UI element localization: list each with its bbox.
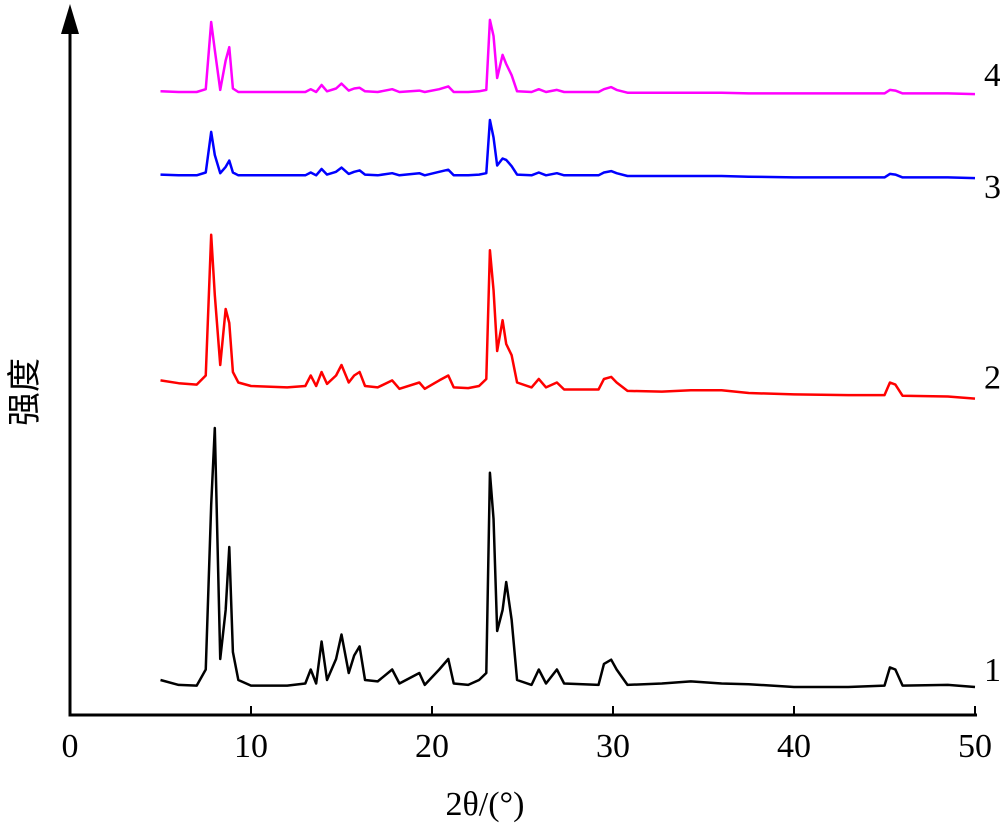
x-tick-label: 40 (777, 728, 811, 765)
x-tick-label: 0 (62, 728, 79, 765)
y-axis-arrow (61, 4, 79, 34)
x-tick-label: 10 (234, 728, 268, 765)
x-tick-label: 50 (958, 728, 992, 765)
xrd-trace (160, 233, 976, 400)
series-label: 1 (984, 652, 1000, 689)
xrd-trace (160, 118, 976, 180)
x-tick-label: 30 (596, 728, 630, 765)
series-label: 2 (984, 360, 1000, 397)
series-label: 3 (984, 169, 1000, 206)
x-axis-label: 2θ/(°) (446, 786, 525, 823)
y-axis-label: 强度 (6, 358, 44, 426)
x-tick-label: 20 (415, 728, 449, 765)
series-label: 4 (984, 57, 1000, 94)
xrd-trace (160, 18, 976, 96)
xrd-trace (160, 426, 976, 689)
